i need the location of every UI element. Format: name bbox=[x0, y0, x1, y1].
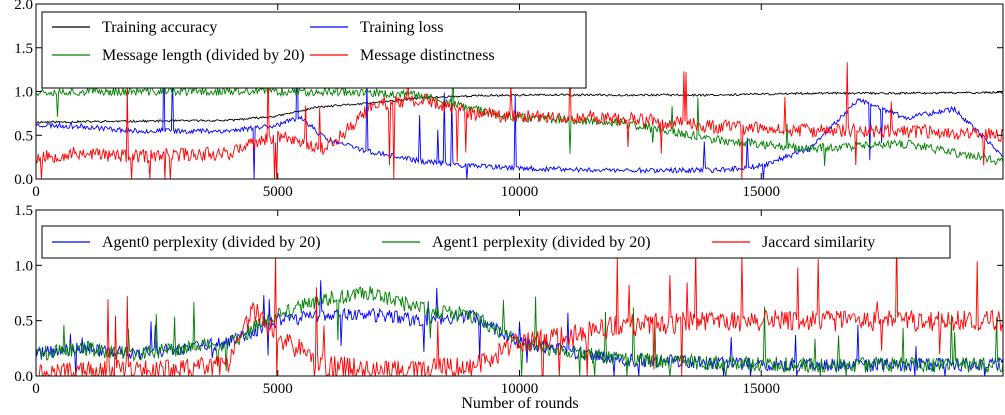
series-line-4 bbox=[36, 60, 1003, 179]
legend-label: Training loss bbox=[360, 19, 443, 36]
legend-label: Jaccard similarity bbox=[762, 234, 875, 251]
y-tick-label: 1.0 bbox=[14, 258, 33, 274]
x-tick-label: 10000 bbox=[501, 381, 539, 397]
x-tick-label: 0 bbox=[32, 184, 40, 200]
legend-box bbox=[41, 11, 587, 89]
series-line-1 bbox=[36, 280, 1003, 376]
x-axis-label: Number of rounds bbox=[461, 395, 578, 412]
legend-label: Message distinctness bbox=[360, 47, 495, 64]
y-tick-label: 0.5 bbox=[14, 128, 33, 144]
legend-box bbox=[41, 225, 951, 259]
x-tick-label: 15000 bbox=[743, 381, 781, 397]
series-line-2 bbox=[36, 47, 1003, 179]
y-tick-label: 1.5 bbox=[14, 41, 33, 57]
legend: Training accuracy Training loss Message le… bbox=[41, 11, 587, 89]
x-tick-label: 15000 bbox=[743, 184, 781, 200]
y-tick-label: 2.0 bbox=[14, 0, 33, 13]
series-line-1 bbox=[36, 90, 1003, 124]
y-tick-label: 0.5 bbox=[14, 314, 33, 330]
y-tick-label: 0.0 bbox=[14, 172, 33, 188]
x-tick-label: 0 bbox=[32, 381, 40, 397]
legend: Agent0 perplexity (divided by 20) Agent1 … bbox=[41, 225, 951, 259]
x-tick-label: 5000 bbox=[263, 184, 293, 200]
y-tick-label: 0.0 bbox=[14, 369, 33, 385]
series-line-2 bbox=[36, 286, 1003, 376]
series-line-3 bbox=[36, 234, 1003, 376]
legend-label: Agent1 perplexity (divided by 20) bbox=[432, 234, 651, 251]
y-tick-label: 1.0 bbox=[14, 85, 33, 101]
panel-top: 0 5000 10000 15000 0.0 0.5 1.0 1.5 2.0 Training a… bbox=[14, 0, 1004, 200]
y-tick-label: 1.5 bbox=[14, 203, 33, 219]
panel-bottom: 0 5000 10000 15000 0.0 0.5 1.0 1.5 Agent0 perple… bbox=[14, 203, 1004, 397]
x-tick-label: 5000 bbox=[263, 381, 293, 397]
legend-label: Agent0 perplexity (divided by 20) bbox=[102, 234, 321, 251]
legend-label: Training accuracy bbox=[102, 19, 217, 36]
x-tick-label: 10000 bbox=[501, 184, 539, 200]
series-line-3 bbox=[36, 51, 1003, 166]
legend-label: Message length (divided by 20) bbox=[102, 47, 305, 64]
